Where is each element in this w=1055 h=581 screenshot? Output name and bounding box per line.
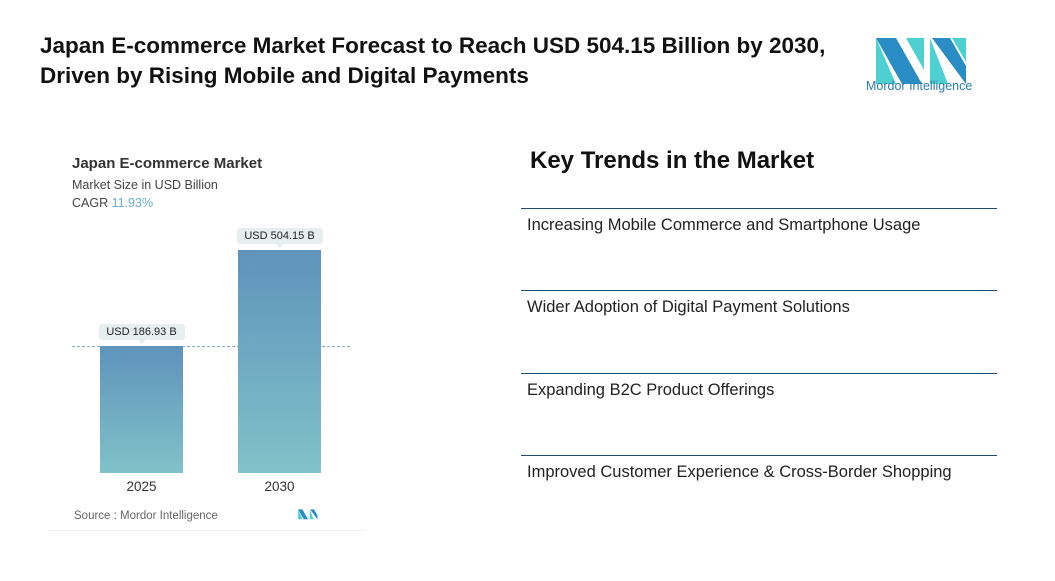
- x-tick-label: 2025: [126, 479, 157, 494]
- trend-divider: [521, 290, 997, 292]
- bar-2030: [238, 249, 321, 473]
- trend-divider: [521, 454, 997, 456]
- data-label: USD 186.93 B: [98, 323, 185, 344]
- reference-line: [72, 345, 350, 347]
- trend-item: Wider Adoption of Digital Payment Soluti…: [527, 298, 850, 317]
- trend-item: Increasing Mobile Commerce and Smartphon…: [527, 216, 921, 234]
- cagr-value: 11.93%: [111, 196, 154, 210]
- trend-divider: [521, 208, 997, 209]
- chart-source: Source : Mordor Intelligence: [74, 510, 218, 522]
- mordor-intelligence-logo: [876, 38, 966, 84]
- trend-divider: [521, 372, 997, 374]
- trends-title: Key Trends in the Market: [530, 147, 815, 174]
- source-logo-icon: [298, 509, 318, 520]
- bar-2025: [100, 345, 183, 473]
- x-tick-label: 2030: [264, 479, 295, 494]
- trend-item: Improved Customer Experience & Cross-Bor…: [527, 462, 952, 481]
- data-label: USD 504.15 B: [236, 227, 323, 248]
- chart-title: Japan E-commerce Market: [72, 155, 263, 172]
- chart-subtitle: Market Size in USD Billion: [72, 178, 218, 192]
- cagr-label: CAGR: [72, 196, 109, 210]
- page-title: Japan E-commerce Market Forecast to Reac…: [40, 33, 826, 88]
- cagr: CAGR 11.93%: [72, 196, 153, 210]
- chart-card: Japan E-commerce Market Market Size in U…: [50, 140, 365, 531]
- logo-text: Mordor Intelligence: [866, 79, 973, 93]
- trend-item: Expanding B2C Product Offerings: [527, 380, 775, 399]
